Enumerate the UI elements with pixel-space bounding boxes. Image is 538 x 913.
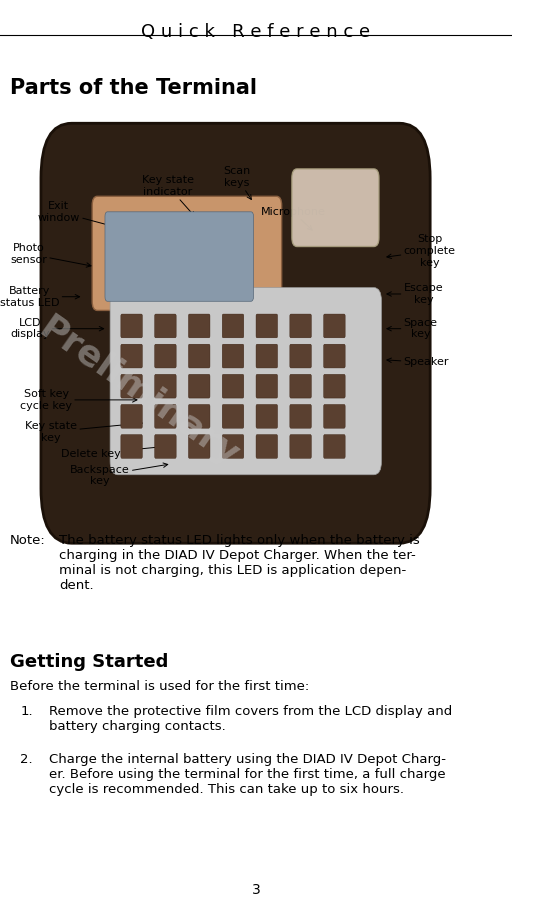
FancyBboxPatch shape xyxy=(256,404,278,428)
FancyBboxPatch shape xyxy=(154,374,176,398)
FancyBboxPatch shape xyxy=(41,123,430,543)
Text: LCD
display: LCD display xyxy=(10,318,104,340)
FancyBboxPatch shape xyxy=(324,344,345,368)
FancyBboxPatch shape xyxy=(154,404,176,428)
FancyBboxPatch shape xyxy=(256,374,278,398)
FancyBboxPatch shape xyxy=(292,169,379,247)
Text: 2.: 2. xyxy=(20,753,33,766)
FancyBboxPatch shape xyxy=(121,435,143,458)
FancyBboxPatch shape xyxy=(256,314,278,338)
FancyBboxPatch shape xyxy=(188,435,210,458)
FancyBboxPatch shape xyxy=(92,196,282,310)
FancyBboxPatch shape xyxy=(290,374,312,398)
FancyBboxPatch shape xyxy=(324,374,345,398)
FancyBboxPatch shape xyxy=(222,344,244,368)
Text: Getting Started: Getting Started xyxy=(10,653,168,671)
FancyBboxPatch shape xyxy=(290,435,312,458)
FancyBboxPatch shape xyxy=(324,435,345,458)
FancyBboxPatch shape xyxy=(121,314,143,338)
Text: Preliminary: Preliminary xyxy=(32,311,244,474)
Text: Exit
window: Exit window xyxy=(38,201,127,231)
Text: Speaker: Speaker xyxy=(387,358,449,367)
FancyBboxPatch shape xyxy=(222,374,244,398)
FancyBboxPatch shape xyxy=(222,314,244,338)
Text: Backspace
key: Backspace key xyxy=(70,463,168,487)
FancyBboxPatch shape xyxy=(121,404,143,428)
Text: Battery
status LED: Battery status LED xyxy=(0,286,80,308)
FancyBboxPatch shape xyxy=(290,344,312,368)
Text: Remove the protective film covers from the LCD display and
battery charging cont: Remove the protective film covers from t… xyxy=(48,705,452,733)
Text: Microphone: Microphone xyxy=(260,207,325,230)
FancyBboxPatch shape xyxy=(290,404,312,428)
FancyBboxPatch shape xyxy=(110,288,381,475)
FancyBboxPatch shape xyxy=(188,404,210,428)
FancyBboxPatch shape xyxy=(188,314,210,338)
FancyBboxPatch shape xyxy=(324,314,345,338)
Text: Delete key: Delete key xyxy=(61,445,161,458)
Text: Stop
complete
key: Stop complete key xyxy=(387,235,456,268)
FancyBboxPatch shape xyxy=(105,212,253,301)
Text: Key state
key: Key state key xyxy=(25,421,142,443)
Text: Escape
key: Escape key xyxy=(387,283,443,305)
Text: Before the terminal is used for the first time:: Before the terminal is used for the firs… xyxy=(10,680,309,693)
FancyBboxPatch shape xyxy=(154,435,176,458)
FancyBboxPatch shape xyxy=(121,374,143,398)
Text: Parts of the Terminal: Parts of the Terminal xyxy=(10,78,257,98)
FancyBboxPatch shape xyxy=(324,404,345,428)
Text: Soft key
cycle key: Soft key cycle key xyxy=(20,389,137,411)
Text: Note:: Note: xyxy=(10,534,46,547)
Text: Photo
sensor: Photo sensor xyxy=(10,243,91,268)
FancyBboxPatch shape xyxy=(222,435,244,458)
Text: 3: 3 xyxy=(252,883,260,897)
FancyBboxPatch shape xyxy=(222,404,244,428)
FancyBboxPatch shape xyxy=(256,435,278,458)
Text: Key state
indicator: Key state indicator xyxy=(142,175,195,216)
Text: Space
key: Space key xyxy=(387,318,437,340)
FancyBboxPatch shape xyxy=(290,314,312,338)
FancyBboxPatch shape xyxy=(188,374,210,398)
FancyBboxPatch shape xyxy=(154,314,176,338)
FancyBboxPatch shape xyxy=(256,344,278,368)
FancyBboxPatch shape xyxy=(154,344,176,368)
FancyBboxPatch shape xyxy=(188,344,210,368)
Text: Charge the internal battery using the DIAD IV Depot Charg-
er. Before using the : Charge the internal battery using the DI… xyxy=(48,753,445,796)
Text: 1.: 1. xyxy=(20,705,33,718)
Text: Q u i c k   R e f e r e n c e: Q u i c k R e f e r e n c e xyxy=(141,23,371,41)
Text: The battery status LED lights only when the battery is
charging in the DIAD IV D: The battery status LED lights only when … xyxy=(59,534,420,593)
FancyBboxPatch shape xyxy=(121,344,143,368)
Text: Scan
keys: Scan keys xyxy=(223,166,251,199)
